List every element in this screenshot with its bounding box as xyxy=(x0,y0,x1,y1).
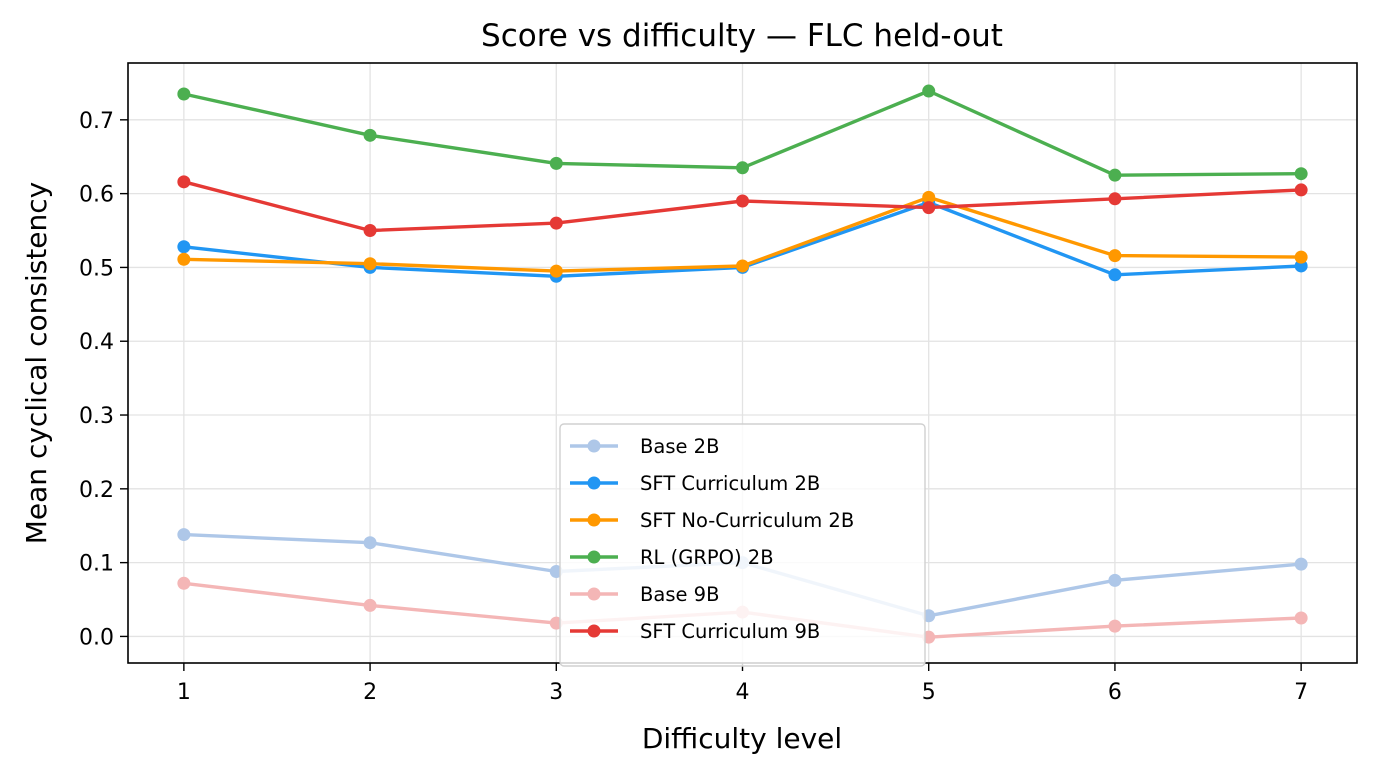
legend-swatch-marker xyxy=(587,587,601,601)
x-tick-label: 2 xyxy=(363,680,377,705)
y-axis-label: Mean cyclical consistency xyxy=(20,182,53,544)
series-2 xyxy=(177,190,1308,278)
x-tick-label: 3 xyxy=(549,680,563,705)
data-point xyxy=(1108,168,1122,182)
legend-entry: RL (GRPO) 2B xyxy=(570,546,774,569)
legend-label: Base 9B xyxy=(640,583,719,606)
x-tick-label: 6 xyxy=(1108,680,1122,705)
data-point xyxy=(736,259,749,273)
data-point xyxy=(1294,183,1308,197)
legend-swatch-marker xyxy=(587,624,601,638)
data-point xyxy=(177,576,191,590)
data-point xyxy=(1108,573,1122,587)
legend-label: RL (GRPO) 2B xyxy=(640,546,774,569)
y-tick-label: 0.5 xyxy=(79,256,114,281)
data-point xyxy=(1294,167,1308,181)
y-tick-label: 0.7 xyxy=(79,109,114,134)
data-point xyxy=(363,257,377,271)
data-point xyxy=(1294,611,1308,625)
y-tick-label: 0.6 xyxy=(79,183,114,208)
data-point xyxy=(1294,250,1308,264)
data-point xyxy=(1108,619,1122,633)
legend-box xyxy=(559,423,926,667)
legend-entry: SFT Curriculum 9B xyxy=(570,620,820,643)
data-point xyxy=(363,224,377,238)
legend-swatch-marker xyxy=(587,439,601,453)
data-point xyxy=(922,84,936,98)
legend-label: SFT No-Curriculum 2B xyxy=(640,509,854,532)
data-point xyxy=(177,175,191,189)
legend-entry: Base 2B xyxy=(570,435,719,458)
data-point xyxy=(1108,268,1122,282)
y-tick-label: 0.2 xyxy=(79,478,114,503)
data-point xyxy=(363,128,377,142)
data-point xyxy=(922,201,936,215)
legend-label: Base 2B xyxy=(640,435,719,458)
legend-swatch-marker xyxy=(587,476,601,490)
data-point xyxy=(549,216,563,230)
x-tick-label: 1 xyxy=(177,680,191,705)
x-tick-label: 5 xyxy=(922,680,936,705)
data-point xyxy=(363,536,377,550)
y-tick-label: 0.4 xyxy=(79,330,114,355)
data-point xyxy=(1108,249,1122,263)
x-axis-label: Difficulty level xyxy=(642,722,842,755)
data-point xyxy=(177,240,191,254)
legend-label: SFT Curriculum 9B xyxy=(640,620,820,643)
y-tick-label: 0.3 xyxy=(79,404,114,429)
legend-entry: SFT Curriculum 2B xyxy=(570,472,820,495)
data-point xyxy=(363,598,377,612)
data-point xyxy=(736,194,749,208)
data-point xyxy=(1108,192,1122,206)
data-point xyxy=(549,264,563,278)
data-point xyxy=(736,161,749,175)
legend: Base 2B SFT Curriculum 2B SFT No-Curriculu… xyxy=(559,423,926,667)
y-tick-label: 0.0 xyxy=(79,625,114,650)
data-point xyxy=(177,252,191,266)
data-point xyxy=(922,190,936,204)
series-3 xyxy=(177,84,1308,182)
legend-label: SFT Curriculum 2B xyxy=(640,472,820,495)
x-tick-label: 7 xyxy=(1294,680,1308,705)
legend-swatch-marker xyxy=(587,513,601,527)
data-point xyxy=(177,528,191,542)
data-point xyxy=(549,156,563,170)
legend-entry: SFT No-Curriculum 2B xyxy=(570,509,854,532)
axis-ticks: 1 2 3 4 5 6 7 0.0 0.1 0.2 0.3 0.4 0.5 0.6 0.7 xyxy=(79,109,1308,705)
chart-title: Score vs difficulty — FLC held-out xyxy=(481,18,1003,54)
series-5 xyxy=(177,175,1308,238)
data-point xyxy=(1294,557,1308,571)
data-point xyxy=(177,87,191,101)
legend-swatch-marker xyxy=(587,550,601,564)
legend-entry: Base 9B xyxy=(570,583,719,606)
x-tick-label: 4 xyxy=(736,680,750,705)
y-tick-label: 0.1 xyxy=(79,552,114,577)
